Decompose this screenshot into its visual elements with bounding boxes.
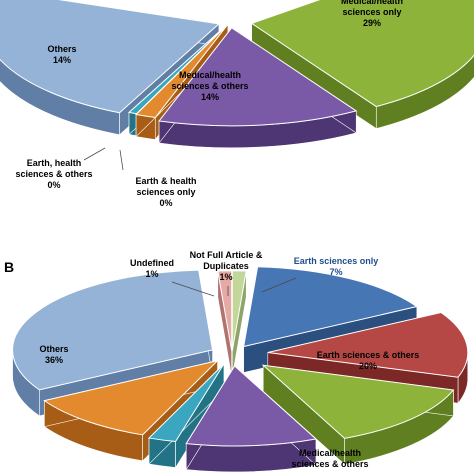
medical-health-sciences-others-label: Medical/health sciences & others bbox=[291, 448, 368, 469]
earth-sciences-others-label: Earth sciences & others 20% bbox=[317, 350, 420, 371]
earth-health-sciences-others-label: Earth, health sciences & others 0% bbox=[15, 158, 92, 190]
medical-health-sciences-only-name-line: sciences only bbox=[342, 7, 401, 17]
others-value: 36% bbox=[45, 355, 63, 365]
chart-a: Medical/health sciences only 29%Medical/he… bbox=[0, 0, 474, 208]
not-full-article-duplicates-slice bbox=[231, 270, 247, 377]
undefined-slice-top bbox=[217, 270, 233, 351]
earth-sciences-only-slice-top bbox=[243, 266, 419, 348]
others-value: 14% bbox=[53, 55, 71, 65]
undefined-label: Undefined 1% bbox=[130, 258, 174, 279]
medical-health-sciences-others-value: 14% bbox=[201, 92, 219, 102]
earth-sciences-others-slice-top bbox=[267, 311, 469, 378]
undefined-leader-line bbox=[171, 281, 215, 297]
earth-health-sciences-only-label: Earth & health sciences only 0% bbox=[135, 176, 196, 208]
others-slice-top bbox=[0, 0, 221, 114]
others-label: Others 36% bbox=[39, 344, 68, 365]
chart-b: B Earth sciences only 7% Earth sciences & … bbox=[4, 250, 469, 473]
undefined-slice bbox=[217, 270, 233, 377]
earth-health-sciences-others-name-line: Earth, health bbox=[27, 158, 82, 168]
slice-2-slice-top bbox=[261, 364, 455, 439]
earth-sciences-only-label: Earth sciences only 7% bbox=[294, 256, 379, 277]
medical-health-sciences-others-name-line: Medical/health bbox=[179, 70, 241, 80]
earth-sciences-only-name-line: Earth sciences only bbox=[294, 256, 379, 266]
undefined-value: 1% bbox=[145, 269, 158, 279]
others-label: Others 14% bbox=[47, 44, 76, 65]
medical-health-sciences-others-name-line: sciences & others bbox=[291, 459, 368, 469]
undefined-name-line: Undefined bbox=[130, 258, 174, 268]
slice-2-slice bbox=[261, 364, 455, 465]
slice-4-slice-top bbox=[147, 363, 225, 443]
earth-health-sciences-only-leader-line bbox=[119, 149, 124, 171]
medical-health-sciences-only-slice bbox=[250, 0, 474, 130]
medical-health-sciences-others-slice-top bbox=[185, 365, 318, 447]
earth-health-sciences-others-name-line: sciences & others bbox=[15, 169, 92, 179]
not-full-article-duplicates-value: 1% bbox=[219, 272, 232, 282]
medical-health-sciences-others-name-line: sciences & others bbox=[171, 81, 248, 91]
earth-health-sciences-others-value: 0% bbox=[47, 180, 60, 190]
others-name-line: Others bbox=[39, 344, 68, 354]
earth-health-sciences-only-slice-top bbox=[135, 23, 229, 119]
not-full-article-duplicates-name-line: Not Full Article & bbox=[190, 250, 263, 260]
earth-health-sciences-others-leader-line bbox=[83, 147, 106, 161]
others-slice-top bbox=[12, 269, 214, 391]
medical-health-sciences-only-value: 29% bbox=[363, 18, 381, 28]
medical-health-sciences-others-slice bbox=[158, 26, 358, 149]
earth-health-sciences-only-name-line: Earth & health bbox=[135, 176, 196, 186]
earth-health-sciences-only-value: 0% bbox=[159, 198, 172, 208]
medical-health-sciences-others-label: Medical/health sciences & others 14% bbox=[171, 70, 248, 102]
not-full-article-duplicates-slice-top bbox=[231, 270, 247, 351]
not-full-article-duplicates-name-line: Duplicates bbox=[203, 261, 249, 271]
medical-health-sciences-others-slice-top bbox=[158, 27, 358, 127]
earth-health-sciences-only-name-line: sciences only bbox=[136, 187, 195, 197]
medical-health-sciences-only-name-line: Medical/health bbox=[341, 0, 403, 6]
earth-sciences-others-name-line: Earth sciences & others bbox=[317, 350, 420, 360]
medical-health-sciences-others-slice bbox=[185, 364, 318, 473]
medical-health-sciences-others-name-line: Medical/health bbox=[299, 448, 361, 458]
others-name-line: Others bbox=[47, 44, 76, 54]
panel-letter-b: B bbox=[4, 259, 14, 275]
slice-5-slice-top bbox=[43, 359, 220, 436]
earth-sciences-only-leader-line bbox=[261, 277, 297, 293]
earth-sciences-others-value: 20% bbox=[359, 361, 377, 371]
medical-health-sciences-only-label: Medical/health sciences only 29% bbox=[341, 0, 403, 28]
medical-health-sciences-only-slice-top bbox=[250, 0, 474, 108]
earth-sciences-only-value: 7% bbox=[329, 267, 342, 277]
not-full-article-duplicates-label: Not Full Article & Duplicates 1% bbox=[190, 250, 263, 282]
